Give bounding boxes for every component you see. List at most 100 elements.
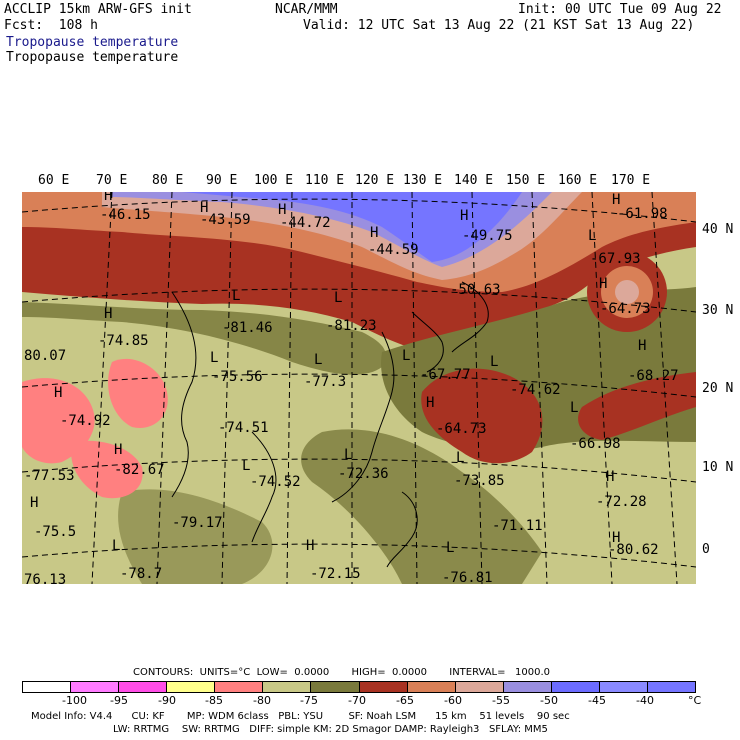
legend-tick-label: -80 bbox=[253, 694, 271, 707]
high-marker: H bbox=[200, 200, 208, 216]
longitude-label: 90 E bbox=[206, 173, 238, 188]
high-marker: H bbox=[426, 395, 434, 411]
high-marker: H bbox=[612, 530, 620, 546]
temperature-value: -74.92 bbox=[60, 413, 111, 429]
longitude-label: 100 E bbox=[254, 173, 294, 188]
temperature-value: -66.98 bbox=[570, 436, 621, 452]
legend-swatch bbox=[311, 682, 360, 692]
low-marker: L bbox=[402, 348, 410, 364]
legend-swatch bbox=[359, 682, 408, 692]
legend-tick-label: °C bbox=[688, 694, 702, 707]
legend-swatch bbox=[503, 682, 552, 692]
longitude-label: 130 E bbox=[403, 173, 443, 188]
legend-swatch bbox=[551, 682, 600, 692]
legend-tick-label: -85 bbox=[205, 694, 223, 707]
temperature-value: -79.17 bbox=[172, 515, 223, 531]
high-marker: H bbox=[54, 385, 62, 401]
temperature-value: -71.11 bbox=[492, 518, 543, 534]
high-marker: H bbox=[370, 225, 378, 241]
temperature-value: -81.23 bbox=[326, 318, 377, 334]
temperature-value: -74.62 bbox=[510, 382, 561, 398]
high-marker: H bbox=[104, 306, 112, 322]
temperature-value: -77.3 bbox=[304, 374, 346, 390]
temperature-value: 80.07 bbox=[24, 348, 66, 364]
valid-time: Valid: 12 UTC Sat 13 Aug 22 (21 KST Sat … bbox=[303, 18, 695, 33]
legend-tick-label: -100 bbox=[62, 694, 87, 707]
map-value-labels: H-46.15 H-43.59H-44.72H-44.59H-49.75-50.6… bbox=[24, 192, 679, 584]
low-marker: L bbox=[232, 288, 240, 304]
latitude-label: 20 N bbox=[702, 381, 734, 396]
temperature-value: -78.7 bbox=[120, 566, 162, 582]
legend-tick-label: -90 bbox=[158, 694, 176, 707]
low-marker: L bbox=[112, 538, 120, 554]
temperature-value: -68.27 bbox=[628, 368, 679, 384]
legend-tick-label: -75 bbox=[300, 694, 318, 707]
high-marker: H bbox=[612, 192, 620, 208]
longitude-label: 120 E bbox=[355, 173, 395, 188]
init-time: Init: 00 UTC Tue 09 Aug 22 bbox=[518, 2, 722, 17]
temperature-value: -74.52 bbox=[250, 474, 301, 490]
legend-tick-label: -55 bbox=[492, 694, 510, 707]
temperature-value: -61.98 bbox=[617, 206, 668, 222]
temperature-value: -72.28 bbox=[596, 494, 647, 510]
low-marker: L bbox=[570, 400, 578, 416]
temperature-value: -44.72 bbox=[280, 215, 331, 231]
temperature-value: -50.63 bbox=[450, 282, 501, 298]
temperature-value: -74.85 bbox=[98, 333, 149, 349]
contour-info: CONTOURS: UNITS=°C LOW= 0.0000 HIGH= 0.0… bbox=[133, 667, 551, 678]
legend-swatch bbox=[167, 682, 216, 692]
model-title: ACCLIP 15km ARW-GFS init bbox=[4, 2, 192, 17]
legend-swatch bbox=[407, 682, 456, 692]
legend-tick-label: -40 bbox=[636, 694, 654, 707]
high-marker: H bbox=[599, 276, 607, 292]
longitude-label: 110 E bbox=[305, 173, 345, 188]
high-marker: H bbox=[30, 495, 38, 511]
legend-swatch bbox=[71, 682, 120, 692]
longitude-label: 160 E bbox=[558, 173, 598, 188]
latitude-label: 40 N bbox=[702, 222, 734, 237]
legend-tick-label: -45 bbox=[588, 694, 606, 707]
latitude-label: 30 N bbox=[702, 303, 734, 318]
legend-tick-label: -65 bbox=[396, 694, 414, 707]
longitude-label: 170 E bbox=[611, 173, 651, 188]
low-marker: L bbox=[490, 354, 498, 370]
longitude-label: 150 E bbox=[506, 173, 546, 188]
legend-swatch bbox=[23, 682, 72, 692]
field-title-2: Tropopause temperature bbox=[6, 50, 179, 65]
legend-tick-label: -60 bbox=[444, 694, 462, 707]
color-legend bbox=[22, 681, 696, 693]
low-marker: L bbox=[314, 352, 322, 368]
temperature-value: -72.36 bbox=[338, 466, 389, 482]
temperature-value: -46.15 bbox=[100, 207, 151, 223]
high-marker: H bbox=[638, 338, 646, 354]
temperature-value: -43.59 bbox=[200, 212, 251, 228]
physics-info: LW: RRTMG SW: RRTMG DIFF: simple KM: 2D … bbox=[113, 724, 548, 735]
legend-swatch bbox=[119, 682, 168, 692]
high-marker: H bbox=[104, 192, 112, 204]
longitude-label: 70 E bbox=[96, 173, 128, 188]
legend-tick-label: -70 bbox=[348, 694, 366, 707]
low-marker: L bbox=[456, 450, 464, 466]
legend-swatch bbox=[263, 682, 312, 692]
low-marker: L bbox=[210, 350, 218, 366]
latitude-label: 10 N bbox=[702, 460, 734, 475]
low-marker: L bbox=[446, 540, 454, 556]
temperature-value: -75.5 bbox=[34, 524, 76, 540]
longitude-label: 140 E bbox=[454, 173, 494, 188]
high-marker: H bbox=[114, 442, 122, 458]
temperature-value: -82.67 bbox=[114, 462, 165, 478]
temperature-value: -76.81 bbox=[442, 570, 493, 584]
high-marker: H bbox=[460, 208, 468, 224]
low-marker: L bbox=[334, 290, 342, 306]
legend-swatch bbox=[215, 682, 264, 692]
org-label: NCAR/MMM bbox=[275, 2, 338, 17]
temperature-value: -81.46 bbox=[222, 320, 273, 336]
temperature-value: -74.51 bbox=[218, 420, 269, 436]
field-title-1: Tropopause temperature bbox=[6, 35, 179, 50]
low-marker: L bbox=[588, 228, 596, 244]
legend-swatch bbox=[455, 682, 504, 692]
legend-tick-label: -50 bbox=[540, 694, 558, 707]
temperature-value: -75.56 bbox=[212, 369, 263, 385]
low-marker: L bbox=[242, 458, 250, 474]
temperature-value: -44.59 bbox=[368, 242, 419, 258]
